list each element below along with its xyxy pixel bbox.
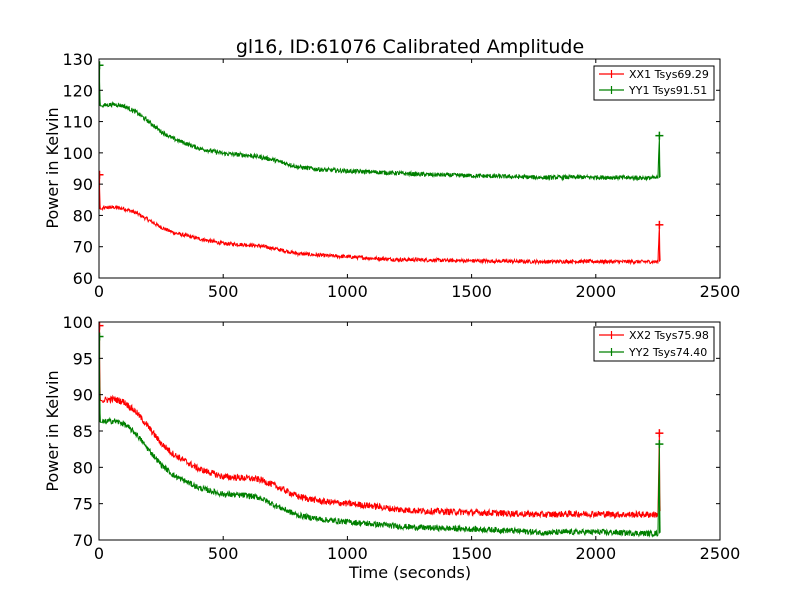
series-line-yy2 (99, 336, 661, 539)
subplot-bottom-yticks: 70 75 80 85 90 95 100 (62, 313, 720, 550)
x-tick-label: 1500 (451, 544, 492, 563)
y-tick-label: 75 (73, 495, 93, 514)
series-marker (655, 429, 664, 438)
x-tick-label: 1000 (327, 544, 368, 563)
subplot-bottom-lines (99, 322, 664, 539)
x-tick-label: 2000 (575, 544, 616, 563)
x-tick-label: 1000 (327, 282, 368, 301)
subplot-bottom-xlabel: Time (seconds) (348, 563, 471, 582)
x-tick-label: 2500 (700, 282, 741, 301)
legend-frame (593, 326, 715, 362)
subplot-top: 0 500 1000 1500 2000 2500 60 70 80 90 100 110 120 13… (43, 50, 740, 301)
subplot-top-lines (99, 61, 664, 266)
plot-area-1 (99, 322, 664, 539)
legend-entry-xx1: XX1 Tsys69.29 (629, 68, 709, 81)
x-tick-label: 500 (208, 544, 239, 563)
series-line-xx1 (99, 174, 661, 266)
y-tick-label: 60 (73, 269, 93, 288)
y-tick-label: 95 (73, 349, 93, 368)
y-tick-label: 100 (62, 144, 93, 163)
legend-frame (593, 65, 715, 101)
plot-area-0 (99, 61, 664, 266)
y-tick-label: 90 (73, 175, 93, 194)
legend-entry-yy2: YY2 Tsys74.40 (628, 346, 707, 359)
series-line-yy1 (99, 65, 661, 182)
y-tick-label: 120 (62, 81, 93, 100)
x-tick-label: 2000 (575, 282, 616, 301)
subplot-bottom-legend: XX2 Tsys75.98 YY2 Tsys74.40 (593, 326, 715, 362)
y-tick-label: 70 (73, 531, 93, 550)
subplot-bottom-xticks: 0 500 1000 1500 2000 2500 (94, 322, 740, 563)
subplot-top-frame (98, 58, 721, 279)
y-tick-label: 110 (62, 113, 93, 132)
figure-title: gl16, ID:61076 Calibrated Amplitude (236, 36, 584, 58)
subplot-top-xticks: 0 500 1000 1500 2000 2500 (94, 59, 740, 301)
x-tick-label: 1500 (451, 282, 492, 301)
y-tick-label: 85 (73, 422, 93, 441)
y-tick-label: 130 (62, 50, 93, 69)
subplot-top-yticks: 60 70 80 90 100 110 120 130 (62, 50, 720, 288)
subplot-top-legend: XX1 Tsys69.29 YY1 Tsys91.51 (593, 65, 715, 101)
y-tick-label: 80 (73, 458, 93, 477)
subplot-top-ylabel: Power in Kelvin (43, 107, 62, 228)
x-tick-label: 0 (94, 544, 104, 563)
subplot-bottom: 0 500 1000 1500 2000 2500 70 75 80 85 90 95 100 Pow… (43, 313, 740, 582)
series-marker (655, 131, 664, 140)
series-marker (655, 220, 664, 229)
y-tick-label: 90 (73, 386, 93, 405)
x-tick-label: 0 (94, 282, 104, 301)
subplot-bottom-ylabel: Power in Kelvin (43, 370, 62, 491)
y-tick-label: 70 (73, 238, 93, 257)
y-tick-label: 80 (73, 206, 93, 225)
legend-entry-yy1: YY1 Tsys91.51 (628, 84, 707, 97)
series-line-xx2 (99, 325, 661, 520)
series-marker (655, 440, 664, 449)
x-tick-label: 500 (208, 282, 239, 301)
x-tick-label: 2500 (700, 544, 741, 563)
y-tick-label: 100 (62, 313, 93, 332)
legend-entry-xx2: XX2 Tsys75.98 (629, 329, 709, 342)
